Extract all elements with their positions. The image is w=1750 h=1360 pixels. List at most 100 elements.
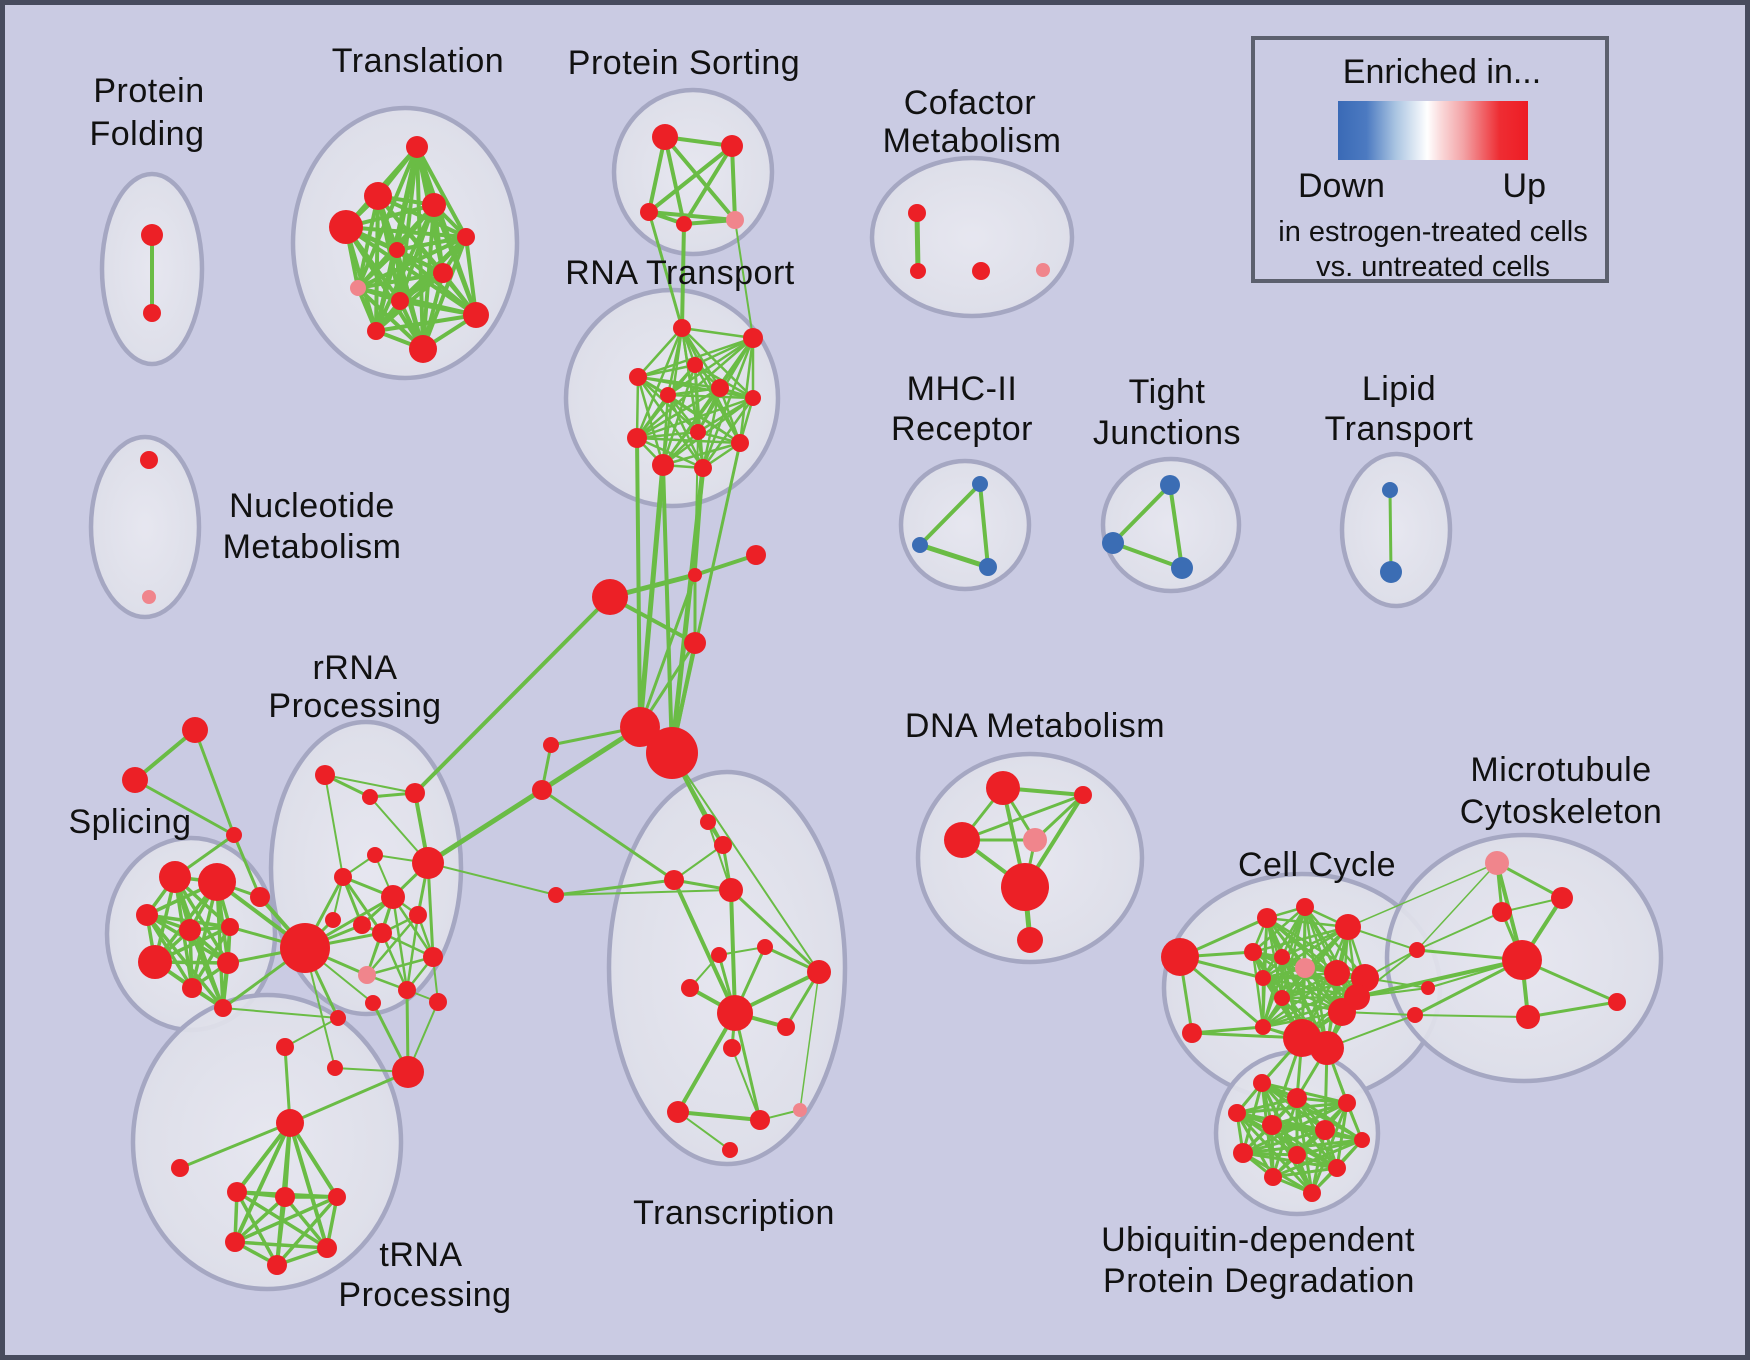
- network-node-nm2: [142, 590, 156, 604]
- label-layer: Protein Folding Translation Protein Sorting…: [68, 42, 1661, 1314]
- network-edge: [1526, 1000, 1619, 1019]
- network-node-cc10: [1274, 990, 1290, 1006]
- network-node-tn5: [317, 1238, 337, 1258]
- network-node-mh3: [979, 558, 997, 576]
- network-edge: [233, 1195, 287, 1244]
- network-node-sp5: [221, 918, 239, 936]
- network-edge: [413, 595, 612, 795]
- network-edge: [672, 878, 737, 1015]
- network-edge: [635, 326, 684, 440]
- network-node-t2: [364, 182, 392, 210]
- network-edge: [1495, 861, 1564, 900]
- legend: Enriched in... Down Up in estrogen-treat…: [1251, 36, 1609, 283]
- network-node-ub4: [1228, 1104, 1246, 1122]
- network-edge: [374, 194, 380, 333]
- network-node-rt1: [673, 319, 691, 337]
- network-edge: [1295, 1138, 1364, 1157]
- network-node-tr3: [664, 870, 684, 890]
- network-node-t5: [389, 242, 405, 258]
- network-edge: [133, 778, 236, 837]
- network-node-cc2: [1296, 898, 1314, 916]
- network-edge: [647, 210, 737, 222]
- cluster-ellipse-lipid-transport: [1339, 451, 1453, 609]
- network-node-ub3: [1338, 1094, 1356, 1112]
- network-edge: [344, 225, 378, 333]
- network-node-rr19: [327, 1060, 343, 1076]
- network-edge: [1271, 1096, 1299, 1179]
- network-node-rr8: [325, 912, 341, 928]
- network-node-tr15: [722, 1142, 738, 1158]
- network-edge: [193, 728, 236, 837]
- network-edge: [284, 1017, 339, 1048]
- network-node-br3: [1407, 1007, 1423, 1023]
- network-node-rrhub: [280, 923, 330, 973]
- network-node-rt3: [629, 368, 647, 386]
- cluster-ellipse-cofactor-metabolism: [869, 155, 1075, 319]
- cluster-label-cell-cycle-line1: Cell Cycle: [1238, 846, 1396, 884]
- network-node-rr1: [315, 765, 335, 785]
- network-edge: [635, 396, 755, 440]
- network-node-mc_pink: [1485, 851, 1509, 875]
- network-edge: [380, 931, 409, 992]
- cluster-label-lipid-transport-line1: Lipid: [1362, 370, 1436, 408]
- network-edge: [637, 462, 666, 730]
- network-edge: [635, 436, 642, 729]
- network-edge: [635, 436, 705, 470]
- network-node-ub11: [1264, 1168, 1282, 1186]
- network-edge: [405, 913, 420, 992]
- network-edge: [978, 482, 990, 569]
- network-node-rr6: [412, 847, 444, 879]
- network-edge: [464, 235, 478, 317]
- network-edge: [427, 862, 557, 896]
- network-node-tr8: [807, 960, 831, 984]
- network-node-ub8: [1288, 1146, 1306, 1164]
- network-edge: [1251, 950, 1265, 1029]
- network-node-spc: [250, 887, 270, 907]
- network-node-tn1: [227, 1182, 247, 1202]
- network-edge: [635, 430, 700, 440]
- network-edge: [1347, 862, 1498, 928]
- network-edge: [1271, 1166, 1339, 1179]
- network-node-tn4: [225, 1232, 245, 1252]
- network-node-cc12: [1344, 984, 1370, 1010]
- cluster-label-microtubule-cytoskeleton-line1: Microtubule: [1470, 751, 1651, 789]
- network-node-cc7: [1324, 960, 1350, 986]
- network-node-C4: [532, 780, 552, 800]
- network-edge: [395, 235, 468, 252]
- network-node-K1: [592, 579, 628, 615]
- network-edge: [1261, 976, 1367, 1029]
- network-edge: [1111, 483, 1172, 545]
- network-edge: [233, 1121, 292, 1244]
- network-edge: [178, 1121, 292, 1170]
- network-node-rt8: [690, 424, 706, 440]
- legend-up-label: Up: [1503, 167, 1546, 205]
- network-node-cc4: [1244, 943, 1262, 961]
- network-edge: [701, 336, 755, 470]
- network-node-cf2: [910, 263, 926, 279]
- legend-gradient-bar: [1338, 101, 1528, 160]
- network-node-mc1: [1551, 887, 1573, 909]
- network-edge: [731, 1047, 761, 1121]
- network-node-pf1: [141, 224, 163, 246]
- network-edge: [432, 203, 478, 317]
- network-edge: [666, 393, 755, 400]
- network-node-dm2: [1074, 786, 1092, 804]
- network-node-tr7: [681, 979, 699, 997]
- network-node-cf3: [972, 262, 990, 280]
- network-edge: [1235, 1096, 1299, 1115]
- network-edge: [232, 833, 262, 899]
- network-edge: [1413, 958, 1524, 1017]
- network-node-rr13: [398, 981, 416, 999]
- network-node-tr11: [723, 1039, 741, 1057]
- network-edge: [1111, 541, 1184, 570]
- network-edge: [729, 888, 821, 974]
- network-node-t9: [391, 292, 409, 310]
- network-node-tr6: [711, 947, 727, 963]
- network-edge: [344, 225, 425, 351]
- cluster-label-rrna-processing-line1: rRNA: [312, 649, 397, 687]
- network-node-sp1: [159, 861, 191, 893]
- network-node-ps2: [721, 135, 743, 157]
- network-node-sp7: [217, 952, 239, 974]
- network-node-K2: [688, 568, 702, 582]
- network-edge: [391, 895, 409, 992]
